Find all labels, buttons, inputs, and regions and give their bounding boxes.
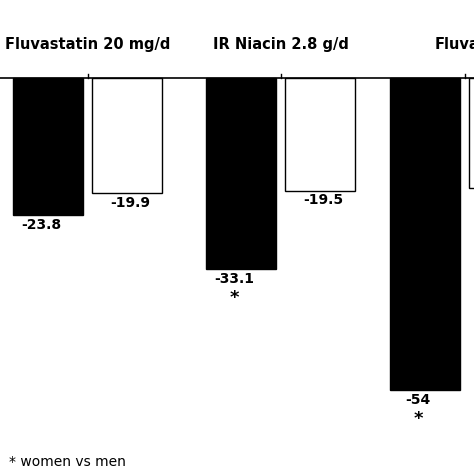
Bar (206, 78, 276, 269)
Bar (469, 78, 474, 188)
Bar (390, 78, 460, 390)
Text: * women vs men: * women vs men (9, 455, 127, 469)
Text: -23.8: -23.8 (21, 219, 61, 232)
Text: *: * (229, 289, 239, 307)
Bar (92, 78, 162, 193)
Text: -33.1: -33.1 (214, 272, 254, 286)
Bar (13, 78, 83, 215)
Text: Fluvast: Fluvast (435, 37, 474, 52)
Text: IR Niacin 2.8 g/d: IR Niacin 2.8 g/d (213, 37, 348, 52)
Text: *: * (414, 410, 423, 428)
Text: -19.5: -19.5 (303, 193, 344, 208)
Bar (285, 78, 355, 191)
Text: -19.9: -19.9 (110, 196, 151, 210)
Text: -54: -54 (406, 393, 431, 407)
Text: Fluvastatin 20 mg/d: Fluvastatin 20 mg/d (5, 37, 170, 52)
